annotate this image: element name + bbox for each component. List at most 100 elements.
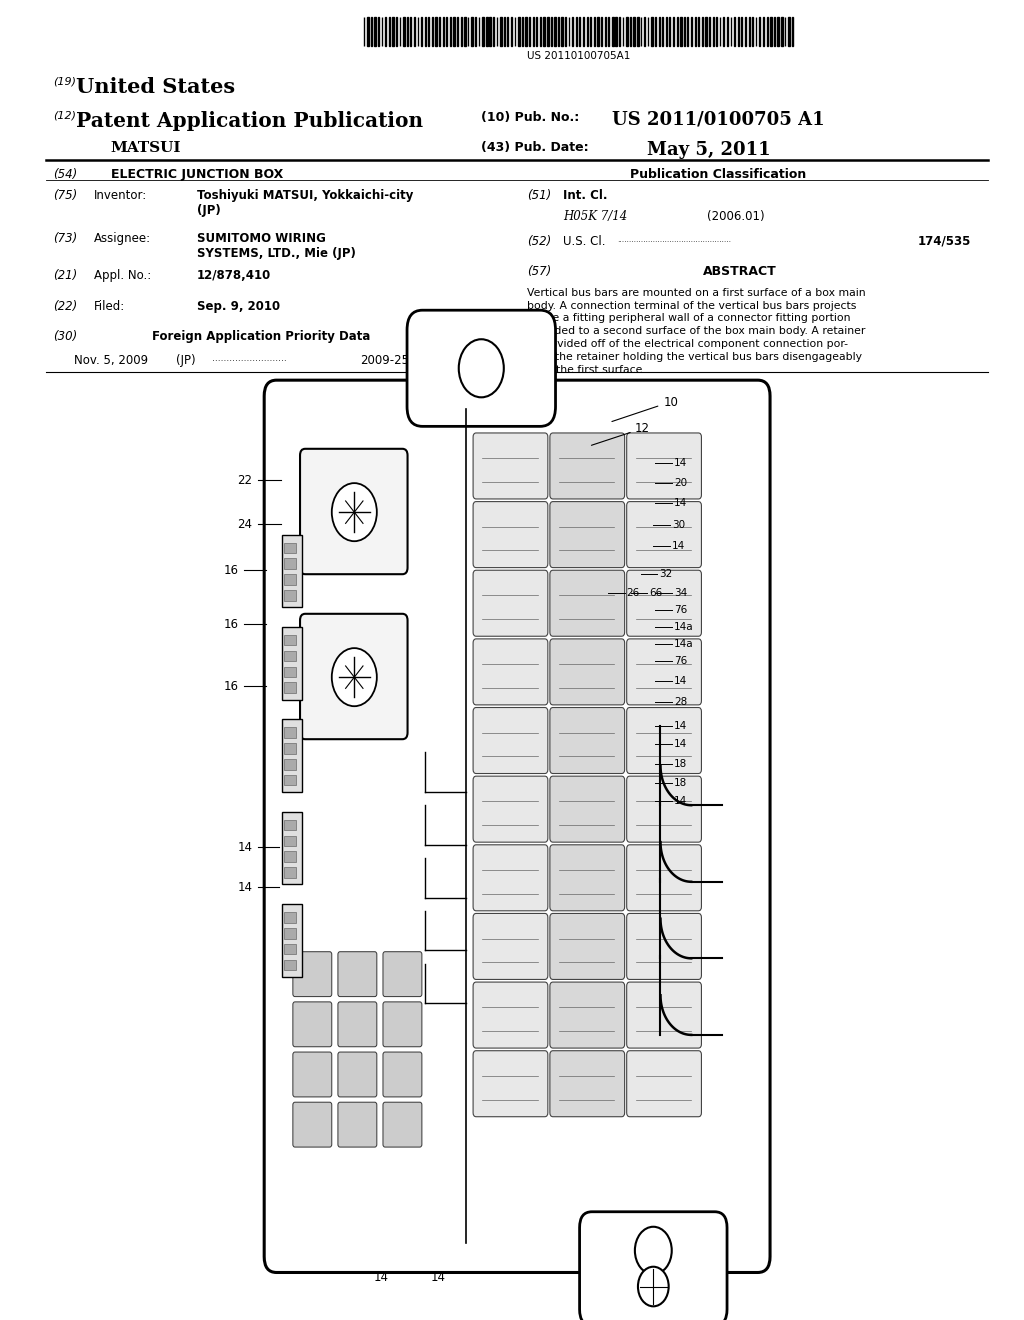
Text: 12/878,410: 12/878,410 <box>197 269 271 282</box>
Bar <box>587 17 588 46</box>
Circle shape <box>635 1226 672 1274</box>
FancyBboxPatch shape <box>627 708 701 774</box>
Bar <box>284 651 296 661</box>
FancyBboxPatch shape <box>282 627 302 700</box>
Text: H05K 7/14: H05K 7/14 <box>563 210 628 223</box>
Text: 16: 16 <box>223 680 239 693</box>
FancyBboxPatch shape <box>338 1052 377 1097</box>
FancyBboxPatch shape <box>627 570 701 636</box>
Bar <box>284 667 296 677</box>
Bar <box>777 17 779 46</box>
Text: 14: 14 <box>238 841 253 854</box>
FancyBboxPatch shape <box>293 1002 332 1047</box>
FancyBboxPatch shape <box>627 982 701 1048</box>
FancyBboxPatch shape <box>473 570 548 636</box>
Text: (51): (51) <box>527 189 552 202</box>
FancyBboxPatch shape <box>473 913 548 979</box>
Text: ELECTRIC JUNCTION BOX: ELECTRIC JUNCTION BOX <box>111 168 283 181</box>
Text: (10) Pub. No.:: (10) Pub. No.: <box>481 111 580 124</box>
Text: US 20110100705A1: US 20110100705A1 <box>527 51 630 62</box>
Bar <box>284 590 296 601</box>
Text: 18: 18 <box>674 759 687 770</box>
Bar <box>504 17 505 46</box>
Bar <box>284 944 296 954</box>
Bar <box>454 17 455 46</box>
Circle shape <box>638 1267 669 1307</box>
Bar <box>788 17 790 46</box>
FancyBboxPatch shape <box>550 433 625 499</box>
Text: Vertical bus bars are mounted on a first surface of a box main
body. A connectio: Vertical bus bars are mounted on a first… <box>527 288 866 375</box>
Text: 10: 10 <box>664 396 679 409</box>
Bar <box>471 17 473 46</box>
Bar <box>485 17 487 46</box>
Bar <box>511 17 512 46</box>
FancyBboxPatch shape <box>383 1002 422 1047</box>
FancyBboxPatch shape <box>627 639 701 705</box>
FancyBboxPatch shape <box>550 982 625 1048</box>
Bar <box>489 17 492 46</box>
FancyBboxPatch shape <box>338 952 377 997</box>
Text: Filed:: Filed: <box>94 300 126 313</box>
Text: 18: 18 <box>674 777 687 788</box>
Text: (57): (57) <box>527 265 552 279</box>
Bar <box>738 17 739 46</box>
FancyBboxPatch shape <box>282 719 302 792</box>
Bar <box>615 17 616 46</box>
Text: ..........................: .......................... <box>212 354 287 363</box>
Bar <box>284 682 296 693</box>
Bar <box>482 17 484 46</box>
Text: Appl. No.:: Appl. No.: <box>94 269 152 282</box>
Circle shape <box>332 483 377 541</box>
Bar <box>537 17 538 46</box>
FancyBboxPatch shape <box>293 1052 332 1097</box>
FancyBboxPatch shape <box>550 639 625 705</box>
Text: SUMITOMO WIRING
SYSTEMS, LTD., Mie (JP): SUMITOMO WIRING SYSTEMS, LTD., Mie (JP) <box>197 232 355 260</box>
Bar <box>684 17 685 46</box>
Text: 14a: 14a <box>674 639 693 649</box>
Bar <box>284 867 296 878</box>
Bar <box>371 17 372 46</box>
Text: (21): (21) <box>53 269 78 282</box>
Text: 22: 22 <box>238 474 253 487</box>
FancyBboxPatch shape <box>300 449 408 574</box>
Text: Toshiyuki MATSUI, Yokkaichi-city
(JP): Toshiyuki MATSUI, Yokkaichi-city (JP) <box>197 189 413 216</box>
FancyBboxPatch shape <box>282 812 302 884</box>
FancyBboxPatch shape <box>627 433 701 499</box>
Bar <box>774 17 775 46</box>
FancyBboxPatch shape <box>300 614 408 739</box>
FancyBboxPatch shape <box>383 1102 422 1147</box>
Bar <box>637 17 639 46</box>
Text: Publication Classification: Publication Classification <box>630 168 806 181</box>
Text: Patent Application Publication: Patent Application Publication <box>76 111 423 131</box>
Bar <box>532 17 534 46</box>
Text: (52): (52) <box>527 235 552 248</box>
Text: (73): (73) <box>53 232 78 246</box>
Text: 20: 20 <box>674 478 687 488</box>
Text: May 5, 2011: May 5, 2011 <box>647 141 771 160</box>
Bar <box>713 17 714 46</box>
Bar <box>284 543 296 553</box>
Bar <box>558 17 559 46</box>
Text: MATSUI: MATSUI <box>111 141 181 156</box>
FancyBboxPatch shape <box>550 570 625 636</box>
Bar <box>561 17 563 46</box>
FancyBboxPatch shape <box>550 502 625 568</box>
Bar <box>698 17 699 46</box>
Text: 76: 76 <box>674 656 687 667</box>
Text: 14: 14 <box>674 739 687 750</box>
Bar <box>407 17 409 46</box>
Text: United States: United States <box>76 77 234 96</box>
Bar <box>284 635 296 645</box>
Text: (43) Pub. Date:: (43) Pub. Date: <box>481 141 589 154</box>
FancyBboxPatch shape <box>383 1052 422 1097</box>
Bar <box>284 558 296 569</box>
Text: (22): (22) <box>53 300 78 313</box>
Bar <box>461 17 462 46</box>
Text: Foreign Application Priority Data: Foreign Application Priority Data <box>152 330 370 343</box>
Bar <box>734 17 735 46</box>
Bar <box>425 17 426 46</box>
Bar <box>518 17 520 46</box>
Text: US 2011/0100705 A1: US 2011/0100705 A1 <box>612 111 825 129</box>
FancyBboxPatch shape <box>550 845 625 911</box>
Text: 14: 14 <box>674 458 687 469</box>
